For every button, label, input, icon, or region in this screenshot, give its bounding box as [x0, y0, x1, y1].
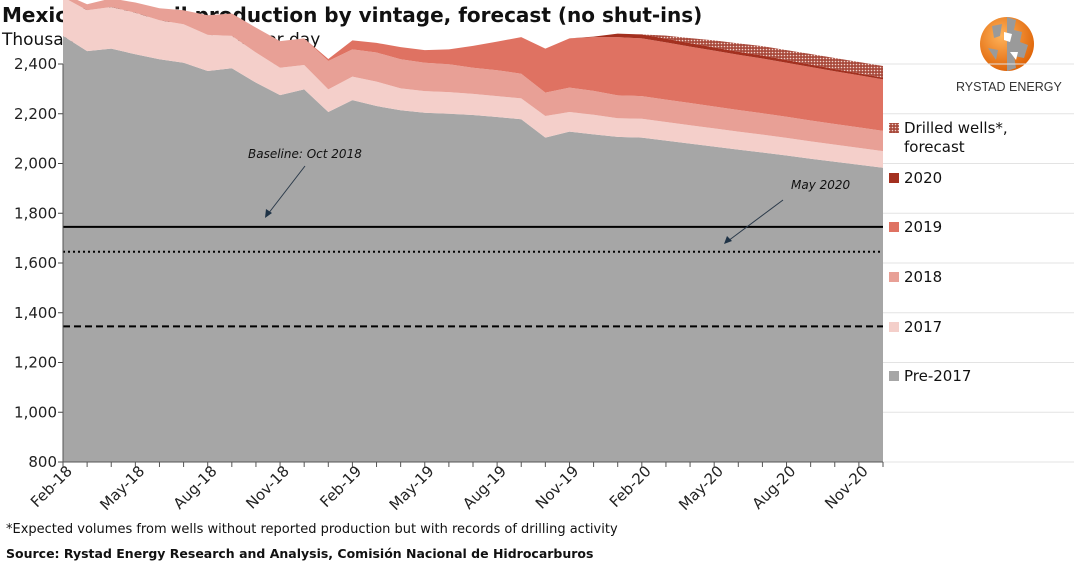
legend-swatch — [889, 222, 899, 232]
legend-label: Drilled wells*, forecast — [904, 119, 1008, 156]
y-tick-label: 800 — [28, 453, 57, 471]
legend-swatch — [889, 371, 899, 381]
legend-label: 2020 — [904, 169, 942, 187]
legend-swatch — [889, 173, 899, 183]
y-tick-label: 2,400 — [14, 55, 57, 73]
y-tick-label: 1,000 — [14, 403, 57, 421]
annotation-may-2020: May 2020 — [791, 178, 851, 192]
footnote: *Expected volumes from wells without rep… — [6, 522, 618, 537]
arrow-head-icon — [265, 209, 272, 218]
legend-label-line: Drilled wells*, — [904, 119, 1008, 137]
y-tick-label: 2,000 — [14, 155, 57, 173]
logo-text: RYSTAD ENERGY — [956, 80, 1062, 94]
x-tick-label: Nov-20 — [821, 462, 871, 512]
legend-item: 2018 — [889, 268, 942, 286]
x-tick-label: Nov-19 — [532, 462, 582, 512]
y-tick-label: 1,600 — [14, 254, 57, 272]
annotation-arrow — [727, 199, 784, 242]
legend-swatch — [889, 322, 899, 332]
x-tick-label: May-20 — [675, 462, 727, 514]
legend-label: 2018 — [904, 268, 942, 286]
x-tick-label: Aug-19 — [459, 462, 510, 513]
legend-label: 2019 — [904, 218, 942, 236]
x-tick-label: Aug-20 — [749, 462, 800, 513]
stacked-areas — [63, 0, 883, 463]
area-2017 — [63, 0, 883, 168]
area-2019 — [77, 0, 883, 131]
arrow-head-icon — [724, 236, 732, 244]
legend-label: Pre-2017 — [904, 367, 971, 385]
x-tick-label: Feb-20 — [606, 462, 655, 511]
legend-swatch — [889, 123, 899, 133]
legend-item: 2017 — [889, 318, 942, 336]
y-tick-label: 1,800 — [14, 204, 57, 222]
annotation-baseline: Baseline: Oct 2018 — [248, 147, 362, 161]
area-pre-2017 — [63, 35, 883, 463]
y-tick-label: 2,200 — [14, 105, 57, 123]
x-tick-label: Nov-18 — [242, 462, 292, 512]
x-tick-label: Aug-18 — [170, 462, 221, 513]
legend-item: Drilled wells*, forecast — [889, 119, 1008, 156]
legend-item: Pre-2017 — [889, 367, 971, 385]
legend-label-line: forecast — [904, 138, 965, 156]
area-2018 — [68, 0, 883, 152]
rystad-logo — [958, 8, 1074, 98]
x-tick-label: Feb-19 — [316, 462, 365, 511]
x-tick-label: May-19 — [386, 462, 438, 514]
legend-item: 2019 — [889, 218, 942, 236]
annotations: Baseline: Oct 2018 May 2020 — [248, 147, 851, 244]
legend-label: 2017 — [904, 318, 942, 336]
source-note: Source: Rystad Energy Research and Analy… — [6, 546, 594, 561]
y-tick-label: 1,400 — [14, 304, 57, 322]
legend-item: 2020 — [889, 169, 942, 187]
globe-icon — [980, 17, 1034, 71]
legend-swatch — [889, 272, 899, 282]
x-tick-label: May-18 — [96, 462, 148, 514]
y-tick-label: 1,200 — [14, 354, 57, 372]
legend: Drilled wells*, forecast 2020 2019 2018 2017 P… — [889, 119, 1008, 385]
annotation-arrow — [267, 165, 306, 215]
